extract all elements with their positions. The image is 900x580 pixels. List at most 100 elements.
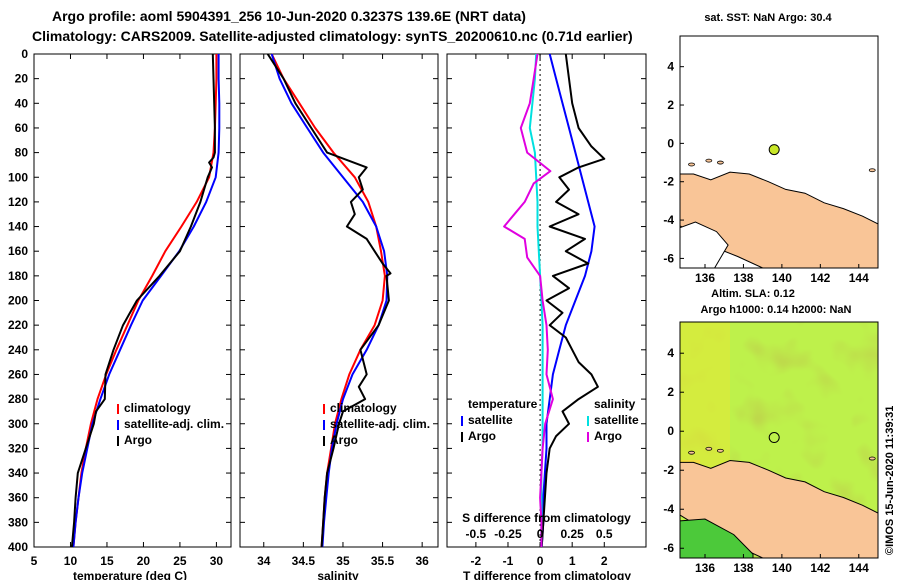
island: [868, 168, 876, 173]
salinity-plot: 34 34.5 35 35.5 36 climatology satellite-adj. …: [240, 53, 438, 568]
y-tick-label: 240: [8, 343, 28, 357]
map-y-tick-label: -4: [663, 213, 674, 227]
map-y-tick-label: 2: [667, 385, 674, 399]
y-tick-label: 340: [8, 466, 28, 480]
island: [705, 158, 713, 163]
series-line-argo: [266, 53, 392, 548]
map-y-tick-label: -4: [663, 502, 674, 516]
x2-tick-label: -0.5: [466, 527, 487, 541]
x2-tick-label: 0.25: [560, 527, 584, 541]
x-tick-label: 2: [601, 554, 608, 568]
island: [716, 448, 724, 453]
island: [688, 162, 695, 167]
temperature-plot: 5 10 15 20 25 3002040608010012014016018020022…: [8, 47, 231, 568]
map-x-tick-label: 136: [695, 271, 715, 285]
island: [705, 446, 713, 451]
y-tick-label: 400: [8, 540, 28, 554]
map-x-tick-label: 140: [772, 561, 792, 575]
y-tick-label: 200: [8, 294, 28, 308]
title-line-1: Argo profile: aoml 5904391_256 10-Jun-20…: [52, 8, 526, 24]
legend-label: Argo: [330, 433, 358, 447]
y-tick-label: 40: [15, 96, 29, 110]
difference-x-label: T difference from climatology: [463, 569, 631, 580]
legend-label: satellite: [468, 413, 513, 427]
legend-label: satellite-adj. clim.: [330, 417, 430, 431]
x-tick-label: 34: [257, 554, 271, 568]
x-tick-label: 10: [64, 554, 78, 568]
y-tick-label: 120: [8, 195, 28, 209]
island: [716, 160, 724, 165]
series-line-s-argo: [503, 53, 554, 547]
temperature-x-label: temperature (deg C): [73, 569, 187, 580]
y-tick-label: 320: [8, 441, 28, 455]
x-tick-label: 15: [100, 554, 114, 568]
difference-x2-label: S difference from climatology: [462, 511, 631, 525]
legend-title-temperature: temperature: [468, 397, 538, 411]
map-x-tick-label: 140: [772, 271, 792, 285]
difference-plot: -2 -1 0 1 2 S difference from climatology -0.5…: [447, 53, 646, 568]
sst-south-sea: [680, 221, 729, 268]
map-x-tick-label: 142: [810, 561, 830, 575]
series-line-t-argo: [540, 53, 606, 548]
sla-map: 136 138 140 142 144 4 2 0 -2 -4 -6: [663, 322, 878, 575]
x-tick-label: 5: [31, 554, 38, 568]
series-line-satellite-adj-clim-: [72, 54, 221, 548]
legend-label: Argo: [124, 433, 152, 447]
y-tick-label: 60: [15, 121, 29, 135]
map-y-tick-label: 4: [667, 60, 674, 74]
salinity-x-label: salinity: [317, 569, 359, 580]
x-tick-label: 30: [210, 554, 224, 568]
map-x-tick-label: 142: [810, 271, 830, 285]
imos-watermark: ©IMOS 15-Jun-2020 11:39:31: [884, 406, 896, 555]
sla-south-sea: [680, 518, 754, 558]
x-tick-label: 36: [415, 554, 429, 568]
argo-float-marker: [768, 432, 780, 444]
x-tick-label: 35: [336, 554, 350, 568]
y-tick-label: 20: [15, 72, 29, 86]
sla-map-title-2: Argo h1000: 0.14 h2000: NaN: [700, 304, 851, 316]
y-tick-label: 280: [8, 392, 28, 406]
y-tick-label: 300: [8, 417, 28, 431]
x2-tick-label: 0: [537, 527, 544, 541]
x-tick-label: 34.5: [292, 554, 316, 568]
legend-label: satellite-adj. clim.: [124, 417, 224, 431]
island: [688, 450, 695, 455]
title-line-2: Climatology: CARS2009. Satellite-adjuste…: [32, 28, 633, 44]
legend-label: Argo: [468, 429, 496, 443]
legend-label: satellite: [594, 413, 639, 427]
y-tick-label: 180: [8, 269, 28, 283]
temperature-panel-frame: [33, 53, 232, 548]
map-x-tick-label: 138: [733, 271, 753, 285]
argo-float-marker: [768, 144, 780, 156]
sst-map: 136 138 140 142 144 4 2 0 -2 -4 -6: [663, 60, 878, 285]
legend-label: climatology: [124, 401, 191, 415]
y-tick-label: 160: [8, 244, 28, 258]
x-tick-label: -1: [503, 554, 514, 568]
series-line-t-satellite: [540, 53, 596, 548]
map-x-tick-label: 144: [849, 561, 869, 575]
map-content: [680, 158, 878, 268]
map-y-tick-label: 4: [667, 346, 674, 360]
island: [868, 456, 876, 461]
legend-title-salinity: salinity: [594, 397, 636, 411]
y-tick-label: 0: [21, 47, 28, 61]
salinity-panel-frame: [239, 53, 439, 548]
sla-warm-patch: [680, 322, 730, 472]
y-tick-label: 260: [8, 367, 28, 381]
map-y-tick-label: -2: [663, 175, 674, 189]
x2-tick-label: -0.25: [494, 527, 522, 541]
map-x-tick-label: 136: [695, 561, 715, 575]
y-tick-label: 140: [8, 220, 28, 234]
y-tick-label: 100: [8, 170, 28, 184]
y-tick-label: 80: [15, 146, 29, 160]
x2-tick-label: 0.5: [596, 527, 613, 541]
sla-map-title-1: Altim. SLA: 0.12: [711, 288, 795, 300]
x-tick-label: 25: [173, 554, 187, 568]
map-y-tick-label: 2: [667, 98, 674, 112]
map-y-tick-label: -6: [663, 251, 674, 265]
x-tick-label: 1: [569, 554, 576, 568]
legend-label: climatology: [330, 401, 397, 415]
y-tick-label: 220: [8, 318, 28, 332]
map-y-tick-label: -2: [663, 463, 674, 477]
sst-map-title: sat. SST: NaN Argo: 30.4: [704, 12, 832, 24]
